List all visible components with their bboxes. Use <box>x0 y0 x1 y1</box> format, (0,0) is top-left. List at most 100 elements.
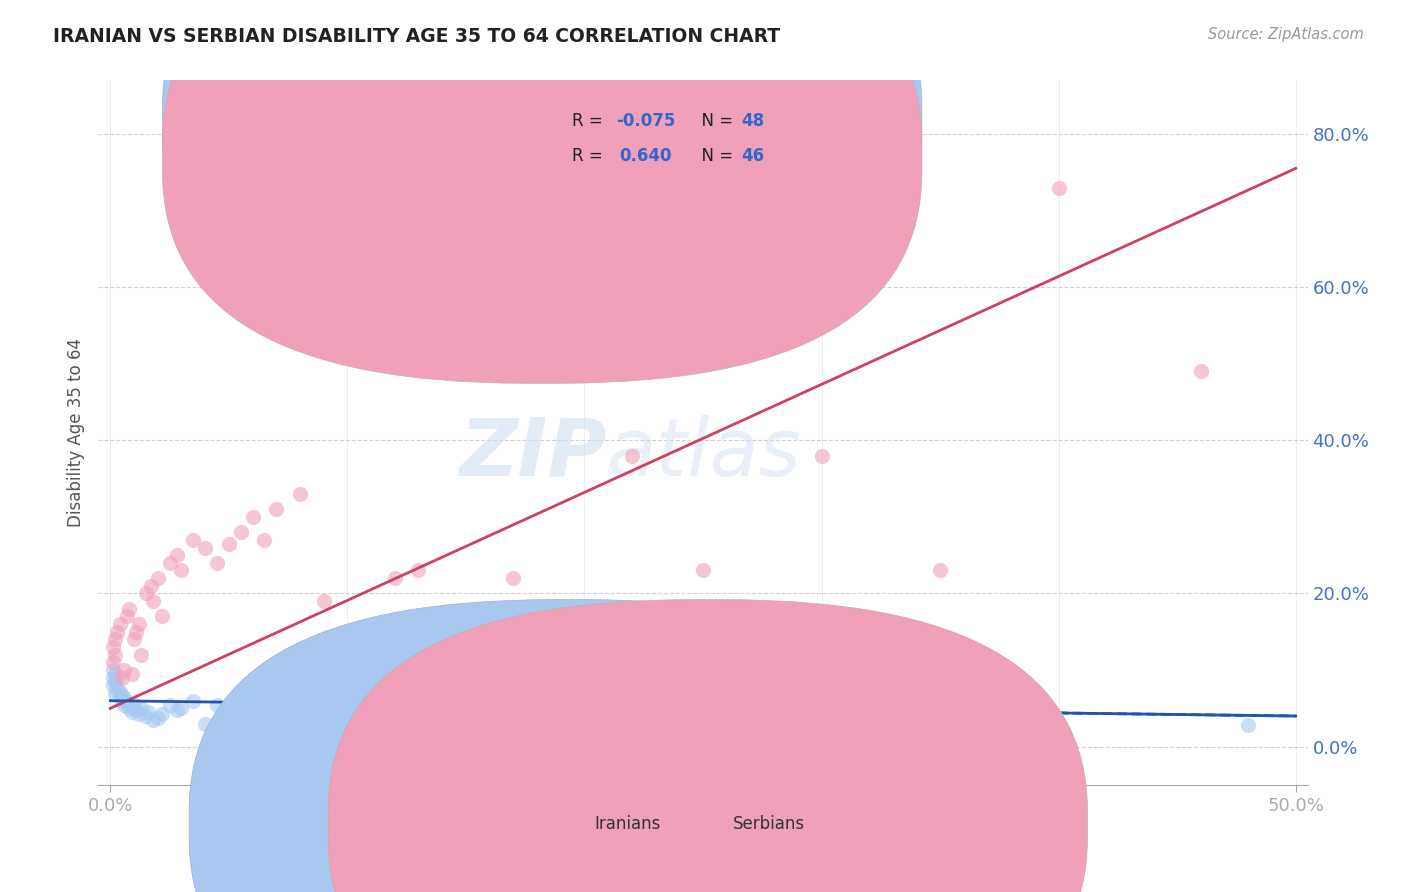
Point <box>105 673 128 687</box>
Point <box>288 694 311 708</box>
Point <box>104 686 127 700</box>
Point <box>408 721 430 735</box>
Point <box>104 648 127 662</box>
Point <box>181 694 204 708</box>
Point <box>1237 718 1260 732</box>
Point <box>146 571 169 585</box>
Point <box>135 709 157 723</box>
Point <box>1047 180 1070 194</box>
Point <box>242 698 264 712</box>
FancyBboxPatch shape <box>163 0 922 347</box>
Text: 0.640: 0.640 <box>620 147 672 165</box>
Point <box>454 716 477 731</box>
FancyBboxPatch shape <box>328 599 1087 892</box>
Y-axis label: Disability Age 35 to 64: Disability Age 35 to 64 <box>66 338 84 527</box>
Point <box>159 556 181 570</box>
Point <box>111 671 134 685</box>
Text: ZIP: ZIP <box>458 415 606 492</box>
Point <box>135 586 157 600</box>
FancyBboxPatch shape <box>163 0 922 384</box>
Point <box>620 449 643 463</box>
Point <box>336 326 359 340</box>
Point <box>108 684 131 698</box>
Text: Iranians: Iranians <box>595 815 661 833</box>
Text: IRANIAN VS SERBIAN DISABILITY AGE 35 TO 64 CORRELATION CHART: IRANIAN VS SERBIAN DISABILITY AGE 35 TO … <box>53 27 780 45</box>
Point <box>101 678 124 692</box>
Point <box>122 698 145 712</box>
Point <box>253 533 276 547</box>
Point <box>620 709 643 723</box>
Point <box>218 721 240 735</box>
Point <box>118 601 141 615</box>
Point <box>218 537 240 551</box>
Point <box>108 617 131 632</box>
Point <box>121 705 143 719</box>
Point <box>101 671 124 685</box>
Point <box>692 564 714 578</box>
Point <box>205 556 228 570</box>
Point <box>194 541 217 555</box>
Point <box>114 698 136 712</box>
Point <box>114 663 136 677</box>
Point <box>125 703 148 717</box>
Point <box>142 594 165 608</box>
Point <box>1189 364 1212 378</box>
Point <box>114 691 136 706</box>
Point <box>128 707 150 722</box>
Point <box>152 707 174 722</box>
Point <box>574 609 596 624</box>
Point <box>101 663 124 677</box>
Point <box>111 694 134 708</box>
Point <box>550 326 572 340</box>
Point <box>139 579 162 593</box>
Point <box>121 666 143 681</box>
Point <box>101 640 124 654</box>
Point <box>129 648 152 662</box>
Text: Serbians: Serbians <box>734 815 806 833</box>
Point <box>264 721 287 735</box>
Point <box>360 716 382 731</box>
Point <box>194 716 217 731</box>
Point <box>205 698 228 712</box>
Point <box>104 666 127 681</box>
Point <box>336 709 359 723</box>
Point <box>502 571 524 585</box>
Point <box>312 594 335 608</box>
Point <box>115 609 138 624</box>
Point <box>253 716 276 731</box>
Point <box>128 617 150 632</box>
Point <box>181 533 204 547</box>
FancyBboxPatch shape <box>492 87 860 189</box>
Point <box>108 690 131 704</box>
Point <box>288 487 311 501</box>
Point <box>360 326 382 340</box>
Point <box>104 674 127 689</box>
Point <box>101 656 124 670</box>
Point <box>115 695 138 709</box>
FancyBboxPatch shape <box>190 599 949 892</box>
Text: R =: R = <box>572 147 613 165</box>
Text: R =: R = <box>572 112 609 130</box>
Point <box>129 701 152 715</box>
Point <box>810 449 832 463</box>
Point <box>166 703 188 717</box>
Point <box>125 624 148 639</box>
Text: -0.075: -0.075 <box>616 112 675 130</box>
Text: atlas: atlas <box>606 415 801 492</box>
Point <box>242 509 264 524</box>
Text: N =: N = <box>690 147 738 165</box>
Point <box>122 632 145 647</box>
Point <box>929 564 952 578</box>
Point <box>170 701 193 715</box>
Text: 46: 46 <box>742 147 765 165</box>
Point <box>810 718 832 732</box>
Point <box>118 701 141 715</box>
Point <box>229 525 252 540</box>
Point <box>105 624 128 639</box>
Text: N =: N = <box>690 112 738 130</box>
Text: Source: ZipAtlas.com: Source: ZipAtlas.com <box>1208 27 1364 42</box>
Point <box>170 564 193 578</box>
Point <box>159 698 181 712</box>
Point <box>384 571 406 585</box>
Point <box>111 688 134 702</box>
